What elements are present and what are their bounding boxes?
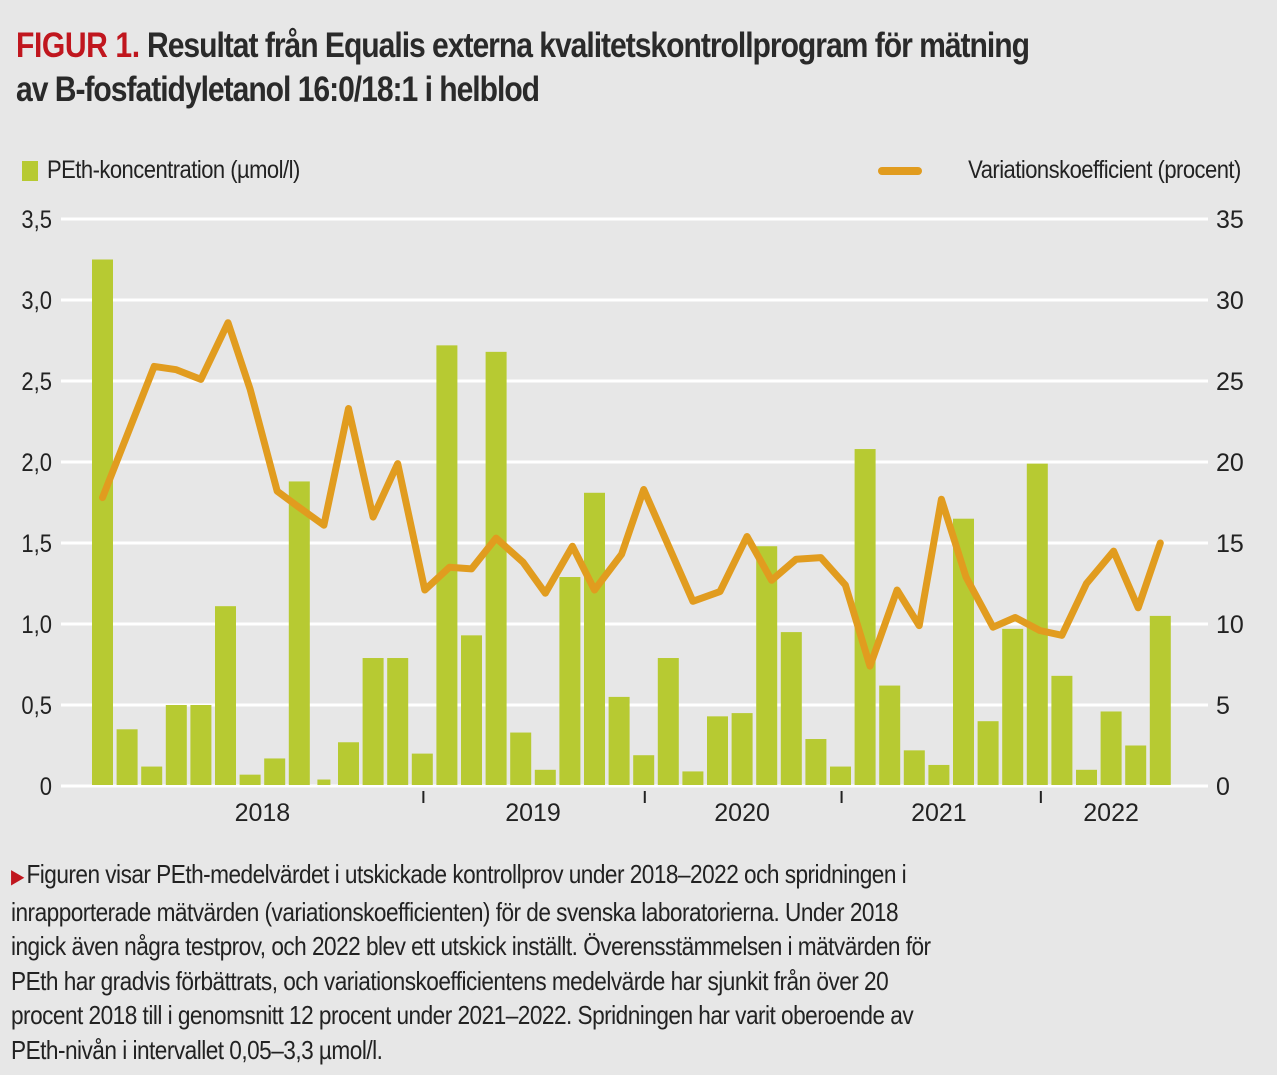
bar	[165, 705, 187, 785]
left-tick-label: 1,0	[21, 611, 52, 639]
bar	[190, 705, 212, 785]
bar	[805, 739, 827, 785]
bar	[239, 774, 261, 785]
bar	[534, 769, 556, 785]
right-tick-label: 20	[1216, 449, 1244, 477]
x-axis: 2018 2019 2020 2021 2022	[235, 791, 1139, 827]
bar	[928, 764, 950, 785]
bar	[1125, 745, 1147, 785]
year-label: 2019	[505, 799, 561, 827]
left-tick-label: 3,5	[21, 206, 52, 234]
bar	[854, 449, 876, 785]
bar	[1051, 675, 1073, 785]
bar	[510, 732, 532, 785]
bar	[264, 758, 286, 785]
caption-line: PEth-nivån i intervallet 0,05–3,3 µmol/l…	[11, 1034, 383, 1065]
left-tick-label: 0,5	[21, 692, 52, 720]
bar	[977, 721, 999, 785]
legend-bars: PEth-koncentration (µmol/l)	[22, 156, 334, 185]
bar	[1002, 628, 1024, 785]
bar	[830, 766, 851, 785]
line-swatch-icon	[878, 166, 923, 175]
bar	[584, 492, 605, 785]
caption-line: ▶ Figuren visar PEth-medelvärdet i utskic…	[11, 857, 1229, 895]
line-series	[99, 319, 1164, 670]
figure-title-text-1: Resultat från Equalis externa kvalitetsk…	[147, 26, 1030, 65]
right-tick-label: 25	[1216, 368, 1244, 396]
bar	[707, 716, 728, 785]
year-label: 2021	[911, 799, 967, 827]
caption: ▶ Figuren visar PEth-medelvärdet i utskic…	[11, 857, 1229, 1067]
left-tick-label: 2,5	[21, 368, 52, 396]
figure-title-line-2: av B-fosfatidyletanol 16:0/18:1 i helblo…	[16, 70, 540, 109]
bar	[485, 351, 507, 785]
bar	[608, 696, 630, 785]
left-axis: 0 0,5 1,0 1,5 2,0 2,5 3,0 3,5	[21, 206, 52, 801]
year-label: 2022	[1083, 799, 1139, 827]
caption-line: procent 2018 till i genomsnitt 12 procen…	[11, 1000, 914, 1030]
right-tick-label: 0	[1216, 773, 1230, 801]
bar	[903, 750, 925, 785]
bar	[338, 742, 359, 785]
year-label: 2020	[714, 799, 770, 827]
line-path	[99, 319, 1164, 670]
legend-line-label: Variationskoefficient (procent)	[968, 156, 1241, 184]
left-tick-label: 2,0	[21, 449, 52, 477]
bar-series	[92, 259, 1171, 785]
legend-bars-label: PEth-koncentration (µmol/l)	[47, 156, 300, 184]
bar	[116, 729, 138, 785]
year-label: 2018	[235, 799, 291, 827]
caption-arrow-icon: ▶	[11, 866, 24, 888]
bar	[780, 632, 802, 785]
legend-line: Variationskoefficient (procent)	[878, 156, 1242, 185]
bar	[288, 481, 310, 785]
bar	[879, 685, 901, 785]
figure-title: FIGUR 1. Resultat från Equalis externa k…	[16, 24, 1263, 112]
right-tick-label: 15	[1216, 530, 1244, 558]
bar	[1076, 769, 1097, 785]
bar	[682, 771, 704, 785]
caption-line: ingick även några testprov, och 2022 ble…	[11, 931, 931, 961]
right-axis: 0 5 10 15 20 25 30 35	[1216, 206, 1244, 801]
right-tick-label: 30	[1216, 287, 1244, 315]
figure-label: FIGUR 1.	[16, 26, 140, 65]
left-tick-label: 0	[40, 773, 52, 801]
bar	[1026, 463, 1048, 785]
bar	[317, 779, 331, 785]
right-tick-label: 5	[1216, 692, 1230, 720]
left-tick-label: 1,5	[21, 530, 52, 558]
bar	[461, 635, 482, 785]
bar	[411, 753, 433, 785]
bar	[141, 766, 163, 785]
bar	[559, 577, 581, 785]
bar	[731, 713, 753, 785]
right-tick-label: 35	[1216, 206, 1244, 234]
bar	[362, 658, 384, 785]
bar	[1149, 615, 1171, 785]
caption-line: inrapporterade mätvärden (variationskoef…	[11, 896, 899, 927]
bar	[657, 658, 679, 785]
caption-line: PEth har gradvis förbättrats, och variat…	[11, 965, 889, 996]
caption-text: Figuren visar PEth-medelvärdet i utskick…	[26, 859, 907, 889]
bar	[387, 658, 409, 785]
right-tick-label: 10	[1216, 611, 1244, 639]
bar	[92, 259, 113, 785]
left-tick-label: 3,0	[21, 287, 52, 315]
bar	[215, 606, 236, 785]
bar-swatch-icon	[22, 160, 38, 181]
figure-title-line-1: FIGUR 1. Resultat från Equalis externa k…	[16, 24, 1263, 68]
chart: 0 0,5 1,0 1,5 2,0 2,5 3,0 3,5 0 5 10 15 20 25 30 35 20…	[21, 206, 1244, 827]
bar	[756, 546, 778, 785]
bar	[1100, 711, 1122, 785]
bar	[633, 755, 655, 785]
gridlines	[61, 217, 1208, 788]
